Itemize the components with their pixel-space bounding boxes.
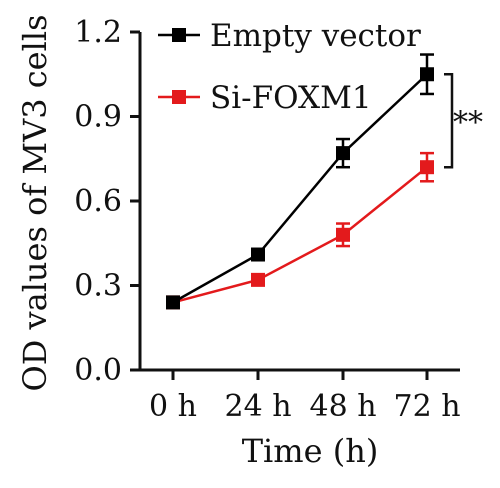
y-tick-label: 0.0 xyxy=(74,353,122,388)
legend-item: Empty vector xyxy=(158,18,421,54)
legend-marker xyxy=(172,90,186,104)
x-tick-label: 48 h xyxy=(309,389,376,424)
significance-bracket: ** xyxy=(444,73,483,169)
data-point xyxy=(420,160,434,175)
x-tick-label: 24 h xyxy=(224,389,291,424)
legend-item: Si-FOXM1 xyxy=(158,80,372,116)
legend-label: Empty vector xyxy=(210,18,421,54)
significance-label: ** xyxy=(453,106,483,141)
series-line xyxy=(172,73,428,304)
y-axis-title: OD values of MV3 cells xyxy=(16,14,54,391)
data-point xyxy=(336,227,350,242)
bracket-line xyxy=(444,73,454,169)
y-tick-label: 0.6 xyxy=(74,184,122,219)
annotation-layer: ** xyxy=(444,73,483,169)
data-point xyxy=(166,295,180,310)
y-tick-label: 0.3 xyxy=(74,269,122,304)
x-axis-title: Time (h) xyxy=(242,432,379,470)
series-line xyxy=(172,166,428,304)
legend-label: Si-FOXM1 xyxy=(210,80,372,116)
data-point xyxy=(251,247,265,262)
series-si-foxm1 xyxy=(166,151,434,310)
y-ticks: 0.0 0.3 0.6 0.9 1.2 xyxy=(74,15,140,388)
y-tick-label: 0.9 xyxy=(74,100,122,135)
y-tick-label: 1.2 xyxy=(74,15,122,50)
x-tick-label: 72 h xyxy=(393,389,460,424)
data-point xyxy=(251,272,265,287)
legend: Empty vector Si-FOXM1 xyxy=(158,18,421,116)
legend-marker xyxy=(172,28,186,42)
x-ticks: 0 h 24 h 48 h 72 h xyxy=(149,370,461,424)
data-point xyxy=(336,146,350,161)
x-tick-label: 0 h xyxy=(149,389,197,424)
series-empty-vector xyxy=(166,53,434,310)
series-layer xyxy=(166,53,434,310)
data-point xyxy=(420,67,434,82)
